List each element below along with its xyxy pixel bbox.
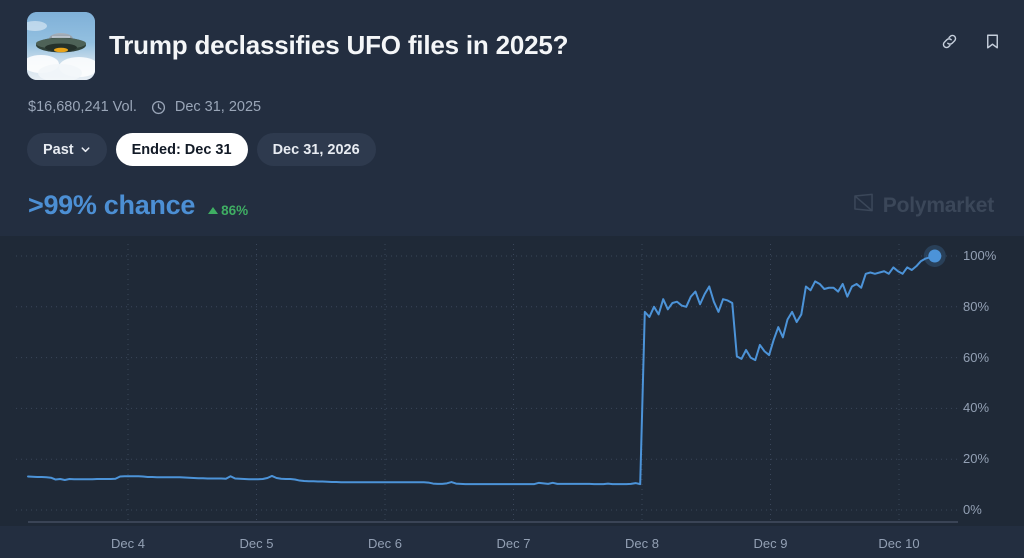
x-axis-tick-label: Dec 4 [111,536,145,551]
bookmark-icon[interactable] [983,32,1002,51]
header-actions [940,32,1002,51]
market-header: Trump declassifies UFO files in 2025? $1… [0,0,1024,176]
y-axis-tick-label: 20% [963,451,990,467]
market-meta: $16,680,241 Vol. Dec 31, 2025 [28,99,261,115]
y-axis-tick-label: 100% [963,248,997,263]
end-date-text: Dec 31, 2025 [174,99,262,115]
y-axis-tick-label: 60% [963,349,990,365]
market-thumbnail[interactable] [27,12,95,80]
chance-delta: 86% [208,203,248,218]
polymarket-logo-icon [853,193,874,218]
y-axis-tick-label: 80% [963,298,990,314]
y-axis-tick-label: 0% [963,502,982,517]
x-axis-labels: Dec 4 Dec 5 Dec 6 Dec 7 Dec 8 Dec 9 Dec 10 [0,528,1024,558]
chance-delta-label: 86% [221,203,249,218]
x-axis-tick-label: Dec 6 [368,536,402,551]
past-dropdown-label: Past [43,141,74,158]
x-axis-tick-label: Dec 7 [496,536,531,551]
chance-row: >99% chance 86% [28,190,248,221]
y-axis-tick-label: 40% [963,400,990,416]
chevron-down-icon [80,144,91,155]
ended-dec-31-label: Ended: Dec 31 [131,141,232,158]
x-axis-tick-label: Dec 10 [878,536,920,551]
polymarket-watermark: Polymarket [853,193,994,218]
ended-dec-31-pill[interactable]: Ended: Dec 31 [115,133,248,166]
volume-text: $16,680,241 Vol. [28,99,137,115]
polymarket-watermark-text: Polymarket [882,193,994,217]
x-axis-tick-label: Dec 5 [239,536,274,551]
chart-canvas[interactable] [0,236,1024,526]
past-dropdown[interactable]: Past [27,133,107,166]
triangle-up-icon [208,207,219,214]
chance-value: >99% chance [28,190,196,220]
filter-pills: Past Ended: Dec 31 Dec 31, 2026 [27,133,376,166]
y-axis-labels: 0% 20% 40% 60% 80% 100% [963,236,1024,526]
x-axis-tick-label: Dec 9 [753,536,788,551]
page-title: Trump declassifies UFO files in 2025? [109,30,569,60]
dec-31-2026-pill[interactable]: Dec 31, 2026 [256,133,376,166]
x-axis-tick-label: Dec 8 [625,536,659,551]
dec-31-2026-label: Dec 31, 2026 [272,141,360,158]
ufo-image [27,12,95,80]
clock-icon [151,100,166,115]
link-icon[interactable] [940,32,959,51]
